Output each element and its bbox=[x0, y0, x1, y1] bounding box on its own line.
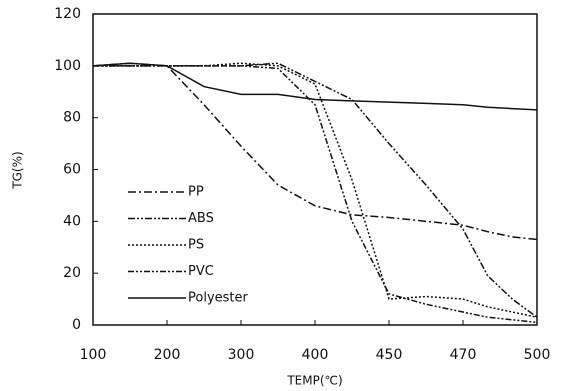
x-tick-label: 450 bbox=[376, 347, 403, 363]
y-tick-label: 100 bbox=[54, 58, 81, 74]
x-tick-label: 470 bbox=[450, 347, 477, 363]
legend-label: PS bbox=[188, 238, 204, 253]
x-tick-label: 500 bbox=[524, 347, 551, 363]
legend-label: PP bbox=[188, 185, 204, 200]
y-tick-label: 40 bbox=[63, 213, 81, 229]
series-line bbox=[93, 62, 538, 318]
plot-frame bbox=[92, 13, 538, 326]
x-tick-label: 300 bbox=[228, 347, 255, 363]
series-line bbox=[92, 62, 538, 111]
x-tick-label: 400 bbox=[302, 347, 329, 363]
x-tick-label: 200 bbox=[154, 347, 181, 363]
y-tick-label: 0 bbox=[72, 317, 81, 333]
y-tick-label: 20 bbox=[63, 265, 81, 281]
series-line bbox=[93, 62, 538, 318]
y-tick-label: 120 bbox=[54, 6, 81, 22]
series-line bbox=[93, 65, 538, 324]
legend-label: ABS bbox=[188, 211, 214, 226]
y-tick-label: 60 bbox=[63, 162, 81, 178]
series-line bbox=[92, 62, 538, 241]
legend-label: PVC bbox=[188, 264, 214, 279]
x-tick-label: 100 bbox=[80, 347, 107, 363]
legend-label: Polyester bbox=[188, 291, 249, 306]
y-axis-title: TG(%) bbox=[11, 151, 25, 189]
y-tick-label: 80 bbox=[63, 110, 81, 126]
x-axis-title: TEMP(℃) bbox=[286, 374, 342, 388]
